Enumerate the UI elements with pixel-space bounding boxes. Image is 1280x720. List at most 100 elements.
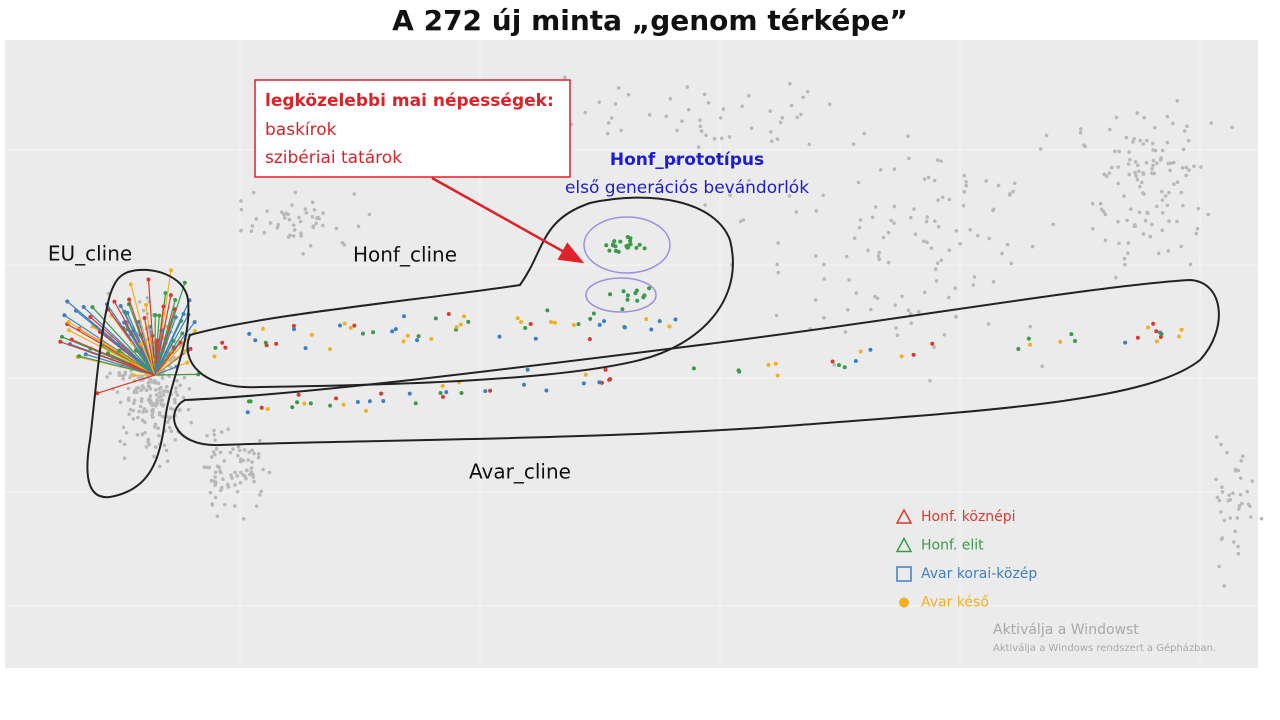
sample-point xyxy=(634,245,639,250)
background-point xyxy=(906,308,911,313)
background-point xyxy=(1187,168,1191,172)
background-point xyxy=(746,93,751,98)
background-point xyxy=(1078,127,1083,131)
sample-point xyxy=(523,326,528,331)
sample-point xyxy=(263,340,268,345)
background-point xyxy=(311,224,316,228)
background-point xyxy=(157,412,162,417)
background-point xyxy=(1154,161,1159,165)
background-point xyxy=(647,113,652,117)
sample-point xyxy=(1158,334,1163,339)
background-point xyxy=(161,404,165,408)
sample-point xyxy=(1135,335,1140,340)
background-point xyxy=(115,390,120,395)
background-point xyxy=(814,254,818,258)
background-point xyxy=(1114,275,1118,280)
sample-point xyxy=(134,348,139,353)
background-point xyxy=(1127,150,1131,154)
sample-point xyxy=(625,297,630,302)
background-point xyxy=(153,425,157,429)
sample-point xyxy=(766,362,771,367)
background-point xyxy=(1128,157,1132,162)
sample-point xyxy=(525,367,530,372)
background-point xyxy=(1217,498,1222,503)
sample-point xyxy=(348,325,353,330)
background-point xyxy=(680,119,684,123)
background-point xyxy=(583,110,588,115)
background-point xyxy=(158,464,162,469)
background-point xyxy=(160,414,165,419)
background-point xyxy=(813,298,818,302)
background-point xyxy=(291,234,296,238)
sample-point xyxy=(212,354,217,359)
region-label: EU_cline xyxy=(48,242,132,266)
background-point xyxy=(256,455,261,460)
sample-point xyxy=(69,337,74,342)
background-point xyxy=(1151,163,1155,168)
sample-point xyxy=(616,249,621,254)
background-point xyxy=(946,295,951,300)
background-point xyxy=(298,219,303,224)
sample-point xyxy=(1176,334,1181,339)
sample-point xyxy=(371,330,376,335)
background-point xyxy=(153,379,157,384)
sample-point xyxy=(1123,340,1128,345)
background-point xyxy=(674,160,679,164)
background-point xyxy=(186,407,191,412)
background-point xyxy=(122,442,127,447)
sample-point xyxy=(853,359,858,364)
background-point xyxy=(1168,168,1172,173)
background-point xyxy=(1145,210,1149,215)
sample-point xyxy=(291,323,296,328)
background-point xyxy=(132,390,136,395)
background-point xyxy=(1030,244,1035,249)
background-point xyxy=(878,168,883,172)
arrow-line xyxy=(154,350,186,376)
background-point xyxy=(299,234,303,238)
sample-point xyxy=(308,401,313,406)
background-point xyxy=(141,308,146,313)
sample-point xyxy=(842,365,847,370)
background-point xyxy=(935,158,940,162)
background-point xyxy=(1150,141,1155,146)
sample-point xyxy=(296,392,301,397)
sample-point xyxy=(169,268,174,273)
sample-point xyxy=(415,338,420,343)
background-point xyxy=(312,208,317,212)
background-point xyxy=(886,230,891,235)
background-point xyxy=(1148,234,1153,239)
background-point xyxy=(230,476,234,480)
sample-point xyxy=(545,308,550,313)
background-point xyxy=(236,444,241,449)
background-point xyxy=(128,375,132,380)
background-point xyxy=(182,375,187,380)
sample-point xyxy=(533,336,538,341)
sample-point xyxy=(440,384,445,389)
sample-point xyxy=(429,337,434,342)
sample-point xyxy=(642,246,647,251)
background-point xyxy=(121,425,126,430)
legend-label: Avar késő xyxy=(921,595,989,611)
sample-point xyxy=(858,349,863,354)
background-point xyxy=(235,489,240,494)
background-point xyxy=(202,465,207,469)
sample-point xyxy=(59,334,64,339)
background-point xyxy=(1245,489,1250,494)
sample-point xyxy=(290,405,295,410)
background-point xyxy=(139,388,143,392)
background-point xyxy=(774,313,779,318)
background-point xyxy=(706,101,711,105)
background-point xyxy=(244,468,249,473)
background-point xyxy=(1125,218,1129,223)
sample-point xyxy=(459,391,464,396)
grid xyxy=(5,40,1258,668)
background-point xyxy=(157,433,161,438)
sample-point xyxy=(274,341,279,346)
background-point xyxy=(126,386,131,391)
background-point xyxy=(1238,492,1243,497)
background-point xyxy=(1104,174,1109,179)
background-point xyxy=(907,156,911,161)
background-point xyxy=(947,248,952,252)
background-point xyxy=(131,417,136,421)
background-point xyxy=(213,495,218,500)
